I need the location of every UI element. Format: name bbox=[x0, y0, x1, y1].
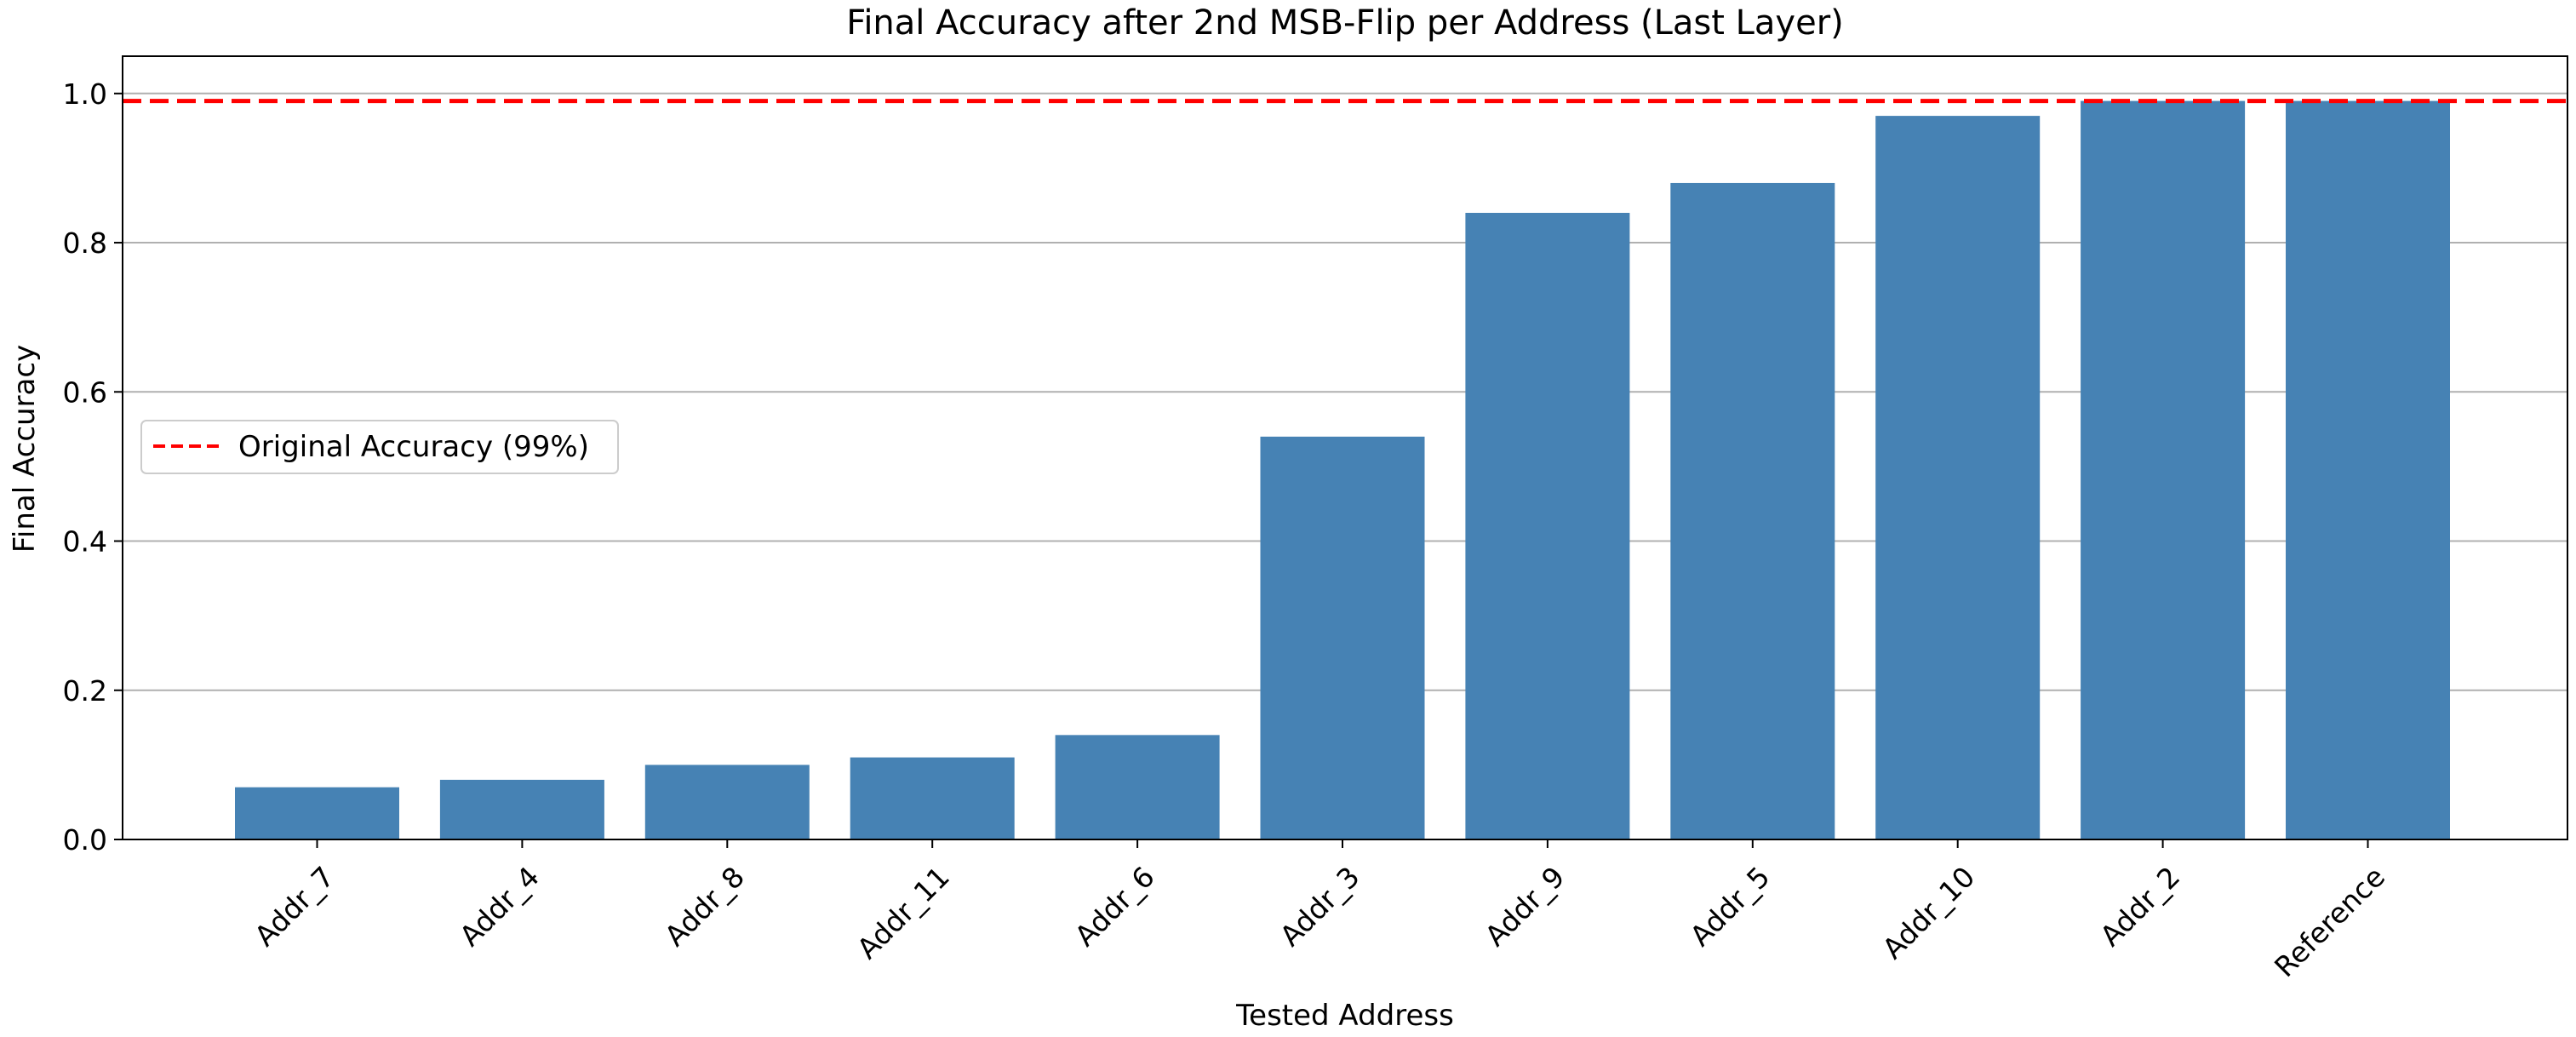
bar-addr-2 bbox=[2081, 100, 2246, 840]
legend: Original Accuracy (99%) bbox=[140, 420, 619, 474]
bar-addr-10 bbox=[1875, 116, 2041, 840]
legend-label: Original Accuracy (99%) bbox=[238, 430, 589, 464]
bar-reference bbox=[2286, 100, 2450, 840]
bar-addr-9 bbox=[1465, 213, 1630, 839]
y-tick-label: 0.0 bbox=[63, 823, 107, 857]
y-tick-label: 0.8 bbox=[63, 226, 107, 260]
y-axis: 0.0 0.2 0.4 0.6 0.8 1.0 bbox=[63, 77, 123, 857]
y-tick-label: 0.4 bbox=[63, 525, 107, 559]
legend-box bbox=[140, 420, 619, 474]
y-tick-label: 0.2 bbox=[63, 674, 107, 708]
bar-addr-3 bbox=[1260, 436, 1425, 839]
bar-addr-6 bbox=[1055, 735, 1220, 839]
bar-addr-4 bbox=[439, 779, 604, 839]
y-tick-label: 0.6 bbox=[63, 375, 107, 409]
bar-addr-11 bbox=[850, 757, 1015, 839]
bar-addr-8 bbox=[644, 765, 810, 839]
plot-area-frame bbox=[122, 55, 2568, 840]
chart-title: Final Accuracy after 2nd MSB-Flip per Ad… bbox=[846, 3, 1844, 43]
x-axis-label: Tested Address bbox=[1235, 999, 1454, 1033]
bar-addr-7 bbox=[235, 787, 399, 839]
bars bbox=[235, 100, 2450, 840]
bar-addr-5 bbox=[1670, 182, 1835, 839]
y-tick-label: 1.0 bbox=[63, 77, 107, 111]
y-axis-label: Final Accuracy bbox=[8, 345, 42, 553]
